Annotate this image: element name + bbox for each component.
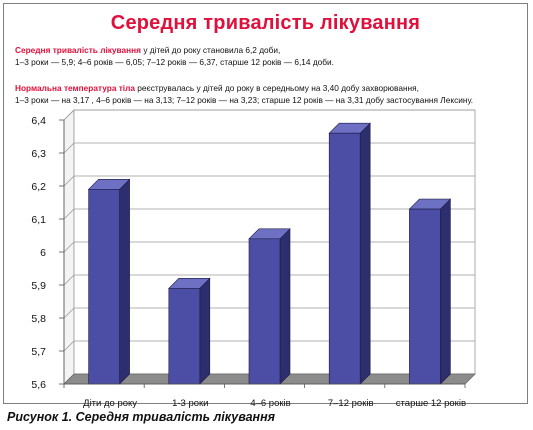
y-tick-label: 6,3 bbox=[31, 148, 46, 160]
x-tick-label: 7–12 років bbox=[328, 398, 374, 409]
duration-note-text: у дітей до року становила 6,2 доби, bbox=[141, 45, 281, 55]
duration-note-lead: Середня тривалість лікування bbox=[15, 45, 142, 55]
x-tick-label: старше 12 років bbox=[396, 398, 466, 409]
bar bbox=[168, 287, 201, 385]
temperature-note-lead: Нормальна температура тіла bbox=[15, 83, 135, 93]
y-tick-label: 6,2 bbox=[31, 181, 46, 193]
bar-side bbox=[119, 178, 130, 385]
gridline bbox=[63, 109, 475, 121]
temperature-note-line1: Нормальна температура тіла реєструвалась… bbox=[15, 82, 419, 94]
bar-side bbox=[440, 198, 451, 385]
temperature-note-text: реєструвалась у дітей до року в середньо… bbox=[135, 83, 419, 93]
duration-note-line2: 1–3 роки — 5,9; 4–6 років — 6,05; 7–12 р… bbox=[15, 57, 334, 67]
x-tick-label: 1-3 роки bbox=[172, 398, 208, 409]
figure-caption: Рисунок 1. Середня тривалість лікування bbox=[7, 410, 276, 424]
x-tick-label: Діти до року bbox=[83, 398, 137, 409]
chart-title: Середня тривалість лікування bbox=[110, 12, 421, 34]
duration-note-line1: Середня тривалість лікування у дітей до … bbox=[15, 44, 280, 56]
bar bbox=[248, 238, 281, 385]
y-tick-label: 6,1 bbox=[31, 214, 46, 226]
y-tick-label: 5,8 bbox=[31, 313, 46, 325]
y-tick-label: 6 bbox=[40, 247, 46, 259]
bar bbox=[328, 132, 361, 385]
bar-side bbox=[279, 228, 291, 385]
y-tick-label: 6,4 bbox=[31, 115, 46, 127]
y-tick-label: 5,9 bbox=[31, 280, 46, 292]
temperature-note-line2: 1–3 роки — на 3,17 , 4–6 років — на 3,13… bbox=[15, 95, 474, 105]
y-tick-label: 5,6 bbox=[31, 379, 46, 391]
y-tick-label: 5,7 bbox=[31, 346, 46, 358]
x-tick-label: 4–6 років bbox=[250, 398, 290, 409]
bar-side bbox=[359, 122, 371, 385]
bar-side bbox=[199, 277, 211, 385]
bar bbox=[409, 208, 441, 385]
bar bbox=[88, 189, 120, 385]
